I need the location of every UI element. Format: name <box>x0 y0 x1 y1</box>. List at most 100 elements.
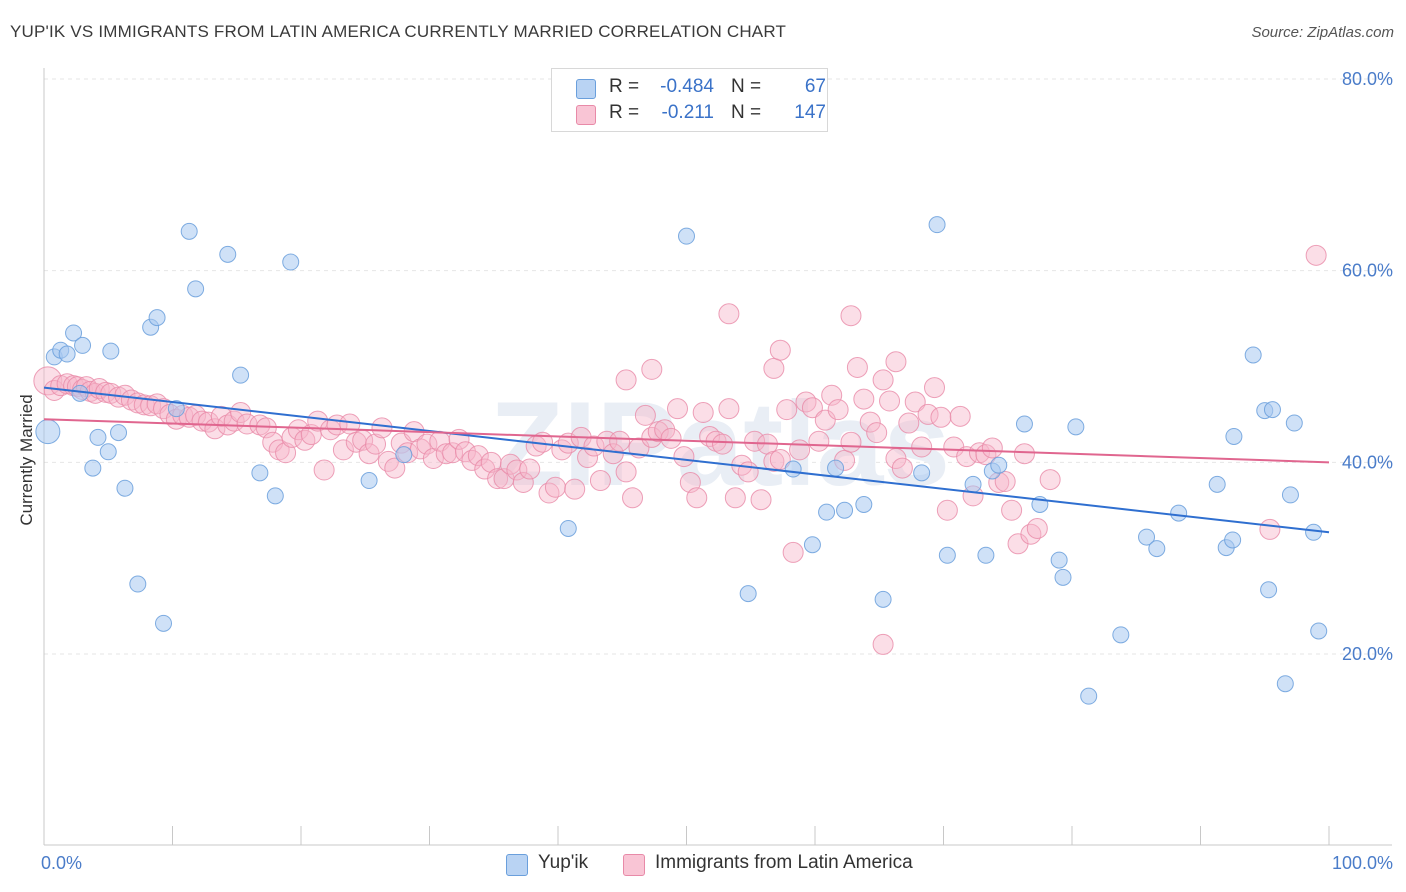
data-point-yupik <box>990 456 1008 474</box>
data-point-yupik <box>1225 427 1243 445</box>
data-point-yupik <box>58 345 76 363</box>
data-point-latin-america <box>634 404 656 426</box>
data-point-latin-america <box>287 419 309 441</box>
data-point-yupik <box>1285 414 1303 432</box>
data-point-latin-america <box>904 391 926 413</box>
data-point-yupik <box>116 479 134 497</box>
data-point-yupik <box>559 519 577 537</box>
data-point-yupik <box>1050 551 1068 569</box>
data-point-yupik <box>938 546 956 564</box>
y-axis-label: Currently Married <box>17 394 36 525</box>
x-tick-label: 100.0% <box>1332 853 1393 873</box>
legend-label: Yup'ik <box>538 852 589 873</box>
data-point-latin-america <box>1001 499 1023 521</box>
data-point-latin-america <box>467 445 489 467</box>
data-point-latin-america <box>872 369 894 391</box>
trend-lines <box>43 386 1330 534</box>
data-point-latin-america <box>480 451 502 473</box>
data-point-latin-america <box>1020 523 1042 545</box>
data-point-latin-america <box>917 403 939 425</box>
data-point-latin-america <box>801 397 823 419</box>
data-point-latin-america <box>840 305 862 327</box>
trend-line-latin-america <box>43 418 1330 464</box>
data-point-latin-america <box>744 430 766 452</box>
data-point-latin-america <box>332 439 354 461</box>
data-point-yupik <box>1281 486 1299 504</box>
data-point-latin-america <box>750 489 772 511</box>
data-point-yupik <box>219 245 237 263</box>
latin-america-swatch <box>576 105 596 125</box>
data-point-latin-america <box>1013 443 1035 465</box>
y-tick-label: 40.0% <box>1342 452 1393 472</box>
data-point-yupik <box>977 546 995 564</box>
data-point-yupik <box>148 309 166 327</box>
data-point-latin-america <box>795 391 817 413</box>
yupik-swatch <box>506 854 528 876</box>
data-point-latin-america <box>891 457 913 479</box>
data-point-latin-america <box>872 633 894 655</box>
data-point-yupik <box>99 443 117 461</box>
data-point-latin-america <box>769 448 791 470</box>
axes <box>43 68 1392 846</box>
data-point-yupik <box>874 590 892 608</box>
data-point-latin-america <box>737 461 759 483</box>
trend-line-yupik <box>43 386 1330 534</box>
data-point-latin-america <box>641 358 663 380</box>
data-point-latin-america <box>1026 517 1048 539</box>
data-point-latin-america <box>313 459 335 481</box>
y-tick-label: 80.0% <box>1342 69 1393 89</box>
data-point-latin-america <box>981 437 1003 459</box>
data-point-latin-america <box>789 439 811 461</box>
data-point-latin-america <box>930 406 952 428</box>
r-value: -0.211 <box>661 102 714 123</box>
data-point-yupik <box>74 336 92 354</box>
data-point-yupik <box>739 585 757 603</box>
tick-labels: 20.0% 40.0% 60.0% 80.0% 0.0% 100.0% <box>41 69 1393 873</box>
data-point-yupik <box>1305 523 1323 541</box>
data-point-latin-america <box>1259 518 1281 540</box>
data-point-latin-america <box>294 429 316 451</box>
data-point-latin-america <box>763 357 785 379</box>
data-point-latin-america <box>519 458 541 480</box>
data-point-yupik <box>266 487 284 505</box>
data-point-latin-america <box>615 461 637 483</box>
data-point-yupik <box>110 424 128 442</box>
data-point-latin-america <box>898 412 920 434</box>
data-point-yupik <box>678 227 695 245</box>
data-point-latin-america <box>686 487 708 509</box>
data-point-latin-america <box>936 499 958 521</box>
data-point-latin-america <box>454 441 476 463</box>
data-point-latin-america <box>435 443 457 465</box>
legend-label: Immigrants from Latin America <box>655 852 913 873</box>
source-label: Source: ZipAtlas.com <box>1251 24 1394 41</box>
data-point-latin-america <box>538 482 560 504</box>
data-point-yupik <box>1080 687 1098 705</box>
data-point-latin-america <box>365 433 387 455</box>
data-point-yupik <box>232 366 250 384</box>
n-label: N = <box>731 76 762 97</box>
data-point-yupik <box>1015 415 1033 433</box>
data-point-yupik <box>1310 622 1328 640</box>
data-point-latin-america <box>377 450 399 472</box>
data-point-yupik <box>129 575 147 593</box>
series-legend: Yup'ik Immigrants from Latin America <box>0 852 1406 878</box>
n-value: 67 <box>804 76 826 97</box>
data-point-yupik <box>1170 504 1188 522</box>
data-point-yupik <box>1148 540 1166 558</box>
data-point-yupik <box>836 501 854 519</box>
data-point-yupik <box>102 342 120 360</box>
data-point-yupik <box>818 503 836 521</box>
latin-america-swatch <box>623 854 645 876</box>
data-point-yupik <box>1208 475 1226 493</box>
data-point-latin-america <box>487 468 509 490</box>
data-point-latin-america <box>853 388 875 410</box>
data-point-yupik <box>1067 418 1085 436</box>
data-point-latin-america <box>885 351 907 373</box>
data-point-latin-america <box>673 446 695 468</box>
data-point-yupik <box>282 253 300 271</box>
data-point-yupik <box>784 460 802 478</box>
data-point-yupik <box>180 222 198 240</box>
yupik-swatch <box>576 79 596 99</box>
data-point-latin-america <box>660 427 682 449</box>
